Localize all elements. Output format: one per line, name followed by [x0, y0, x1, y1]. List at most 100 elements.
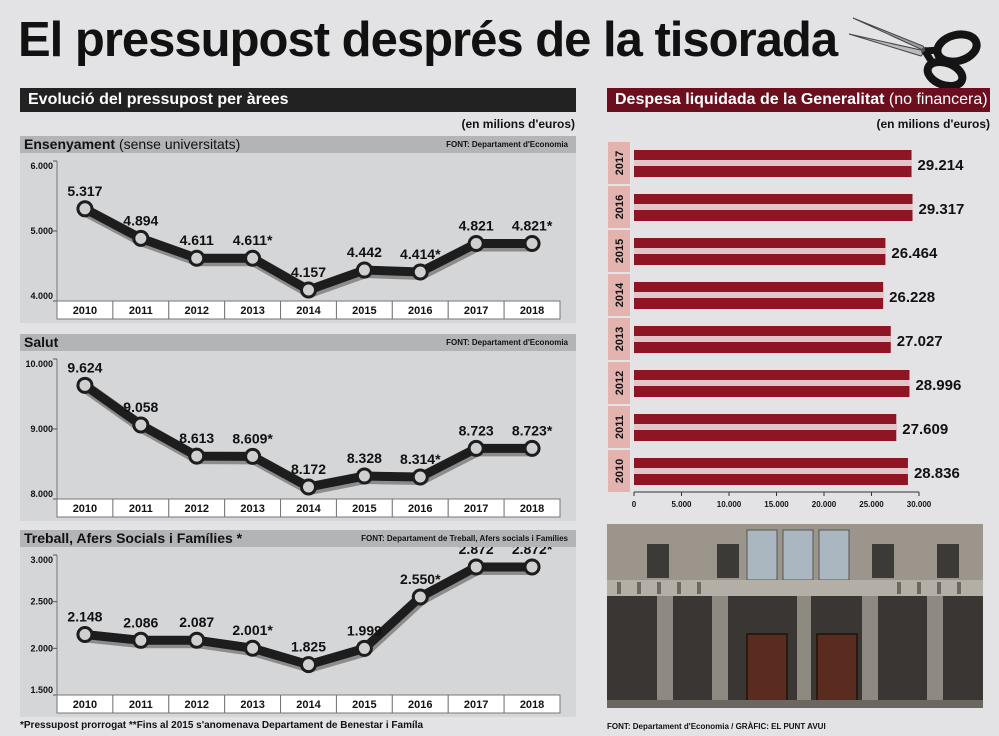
data-label: 26.464: [891, 245, 938, 262]
x-tick-label: 2013: [240, 699, 264, 711]
data-label: 2.087: [179, 614, 214, 630]
data-label: 8.328: [347, 450, 382, 466]
data-label: 29.317: [919, 201, 965, 218]
x-tick-label: 10.000: [717, 500, 742, 509]
data-point: [467, 235, 485, 253]
y-tick-label: 8.000: [30, 489, 53, 499]
y-tick-label: 1.500: [30, 685, 53, 695]
y-tick-label: 2012: [614, 371, 626, 395]
data-point: [523, 558, 541, 576]
year-cell: [608, 230, 630, 272]
x-tick-label: 2017: [464, 699, 488, 711]
data-point: [244, 249, 262, 267]
year-cell: [608, 274, 630, 316]
data-point: [188, 631, 206, 649]
x-tick-label: 2015: [352, 503, 376, 515]
y-tick-label: 2013: [614, 327, 626, 351]
y-tick-label: 2011: [614, 415, 626, 439]
line-chart-ensenyament: 4.000 5.000 6.000 2010 2011 2012 2013 2014 2015 2…: [30, 160, 561, 320]
x-tick-cell: [503, 498, 561, 518]
y-tick-label: 2010: [614, 459, 626, 483]
x-tick-label: 2014: [296, 699, 321, 711]
bar-highlight: [634, 336, 891, 342]
page-title: El pressupost després de la tisorada: [18, 13, 838, 67]
data-label: 4.611: [180, 232, 214, 248]
data-point: [467, 558, 485, 576]
footnote: *Pressupost prorrogat **Fins al 2015 s'a…: [20, 720, 424, 731]
y-tick-label: 9.000: [30, 424, 53, 434]
x-tick-label: 2010: [73, 305, 97, 317]
data-point: [411, 468, 429, 486]
left-section-header: Evolució del pressupost per àrees: [20, 88, 576, 112]
data-point: [355, 467, 373, 485]
x-tick-label: 20.000: [812, 500, 837, 509]
x-tick-label: 2013: [240, 305, 264, 317]
data-label: 4.157: [291, 264, 326, 280]
data-label: 2.872: [459, 547, 494, 557]
data-point: [355, 261, 373, 279]
bar-chart-despesa: 2017 29.214 2016 29.317 2015 26.464 2014 26.228…: [608, 142, 965, 509]
x-tick-label: 2011: [129, 699, 153, 711]
data-point: [300, 281, 317, 299]
x-tick-label: 2018: [520, 503, 544, 515]
data-label: 28.996: [915, 377, 961, 394]
bar-highlight: [634, 424, 897, 430]
data-point: [76, 200, 94, 218]
panel-title: Ensenyament: [24, 136, 116, 152]
x-tick-label: 2018: [520, 305, 544, 317]
bar-highlight: [634, 292, 884, 298]
scissors-icon: [848, 17, 981, 90]
building-photo: [607, 524, 983, 708]
data-label: 28.836: [914, 465, 960, 482]
x-tick-label: 5.000: [671, 500, 692, 509]
year-cell: [608, 186, 630, 228]
x-tick-label: 2015: [352, 699, 376, 711]
x-tick-cell: [503, 300, 561, 320]
data-point: [411, 263, 429, 281]
x-tick-label: 2016: [408, 305, 432, 317]
panel-source: FONT: Departament d'Economia: [446, 338, 568, 347]
data-point: [300, 478, 317, 496]
panel-source: FONT: Departament de Treball, Afers soci…: [361, 534, 568, 543]
x-tick-label: 2017: [464, 305, 488, 317]
x-tick-label: 2018: [520, 699, 544, 711]
y-tick-label: 2014: [614, 282, 626, 307]
x-tick-label: 2013: [240, 503, 264, 515]
data-label: 27.027: [897, 333, 943, 350]
data-point: [467, 439, 485, 457]
data-point: [244, 447, 262, 465]
y-tick-label: 2017: [614, 151, 626, 175]
x-tick-label: 2016: [408, 699, 432, 711]
line-chart-treball: 1.500 2.000 2.500 3.000 2010 2011 2012 2013 2014…: [30, 541, 561, 714]
data-label: 4.414*: [400, 246, 441, 262]
scissors-handle-bottom: [923, 57, 967, 90]
data-label: 29.214: [918, 157, 965, 174]
data-label: 1.825: [291, 639, 326, 655]
x-tick-label: 2012: [184, 503, 208, 515]
data-label: 27.609: [902, 421, 948, 438]
right-title-paren: (no financera): [888, 91, 988, 108]
data-label: 4.821: [459, 218, 494, 234]
x-tick-label: 30.000: [907, 500, 932, 509]
y-tick-label: 3.000: [30, 555, 53, 565]
data-label: 26.228: [889, 289, 935, 306]
bar-highlight: [634, 204, 913, 210]
data-point: [132, 416, 150, 434]
year-cell: [608, 406, 630, 448]
scissors-arm: [922, 46, 940, 66]
data-point: [523, 439, 541, 457]
x-tick-label: 0: [632, 500, 637, 509]
panel-ensenyament-plot: 4.000 5.000 6.000 2010 2011 2012 2013 2014 2015 2…: [20, 153, 576, 323]
bar-highlight: [634, 468, 908, 474]
data-label: 9.624: [67, 359, 102, 375]
data-point: [188, 249, 206, 267]
panel-treball-plot: 1.500 2.000 2.500 3.000 2010 2011 2012 2013 2014…: [20, 541, 576, 717]
data-label: 1.999: [347, 622, 382, 638]
data-point: [132, 229, 150, 247]
data-point: [300, 656, 317, 674]
right-units-label: (en milions d'euros): [876, 117, 990, 131]
data-label: 8.723*: [512, 422, 553, 438]
bar-highlight: [634, 380, 910, 386]
y-tick-label: 2.500: [30, 597, 53, 607]
panel-title: Treball, Afers Socials i Famílies *: [24, 530, 243, 546]
